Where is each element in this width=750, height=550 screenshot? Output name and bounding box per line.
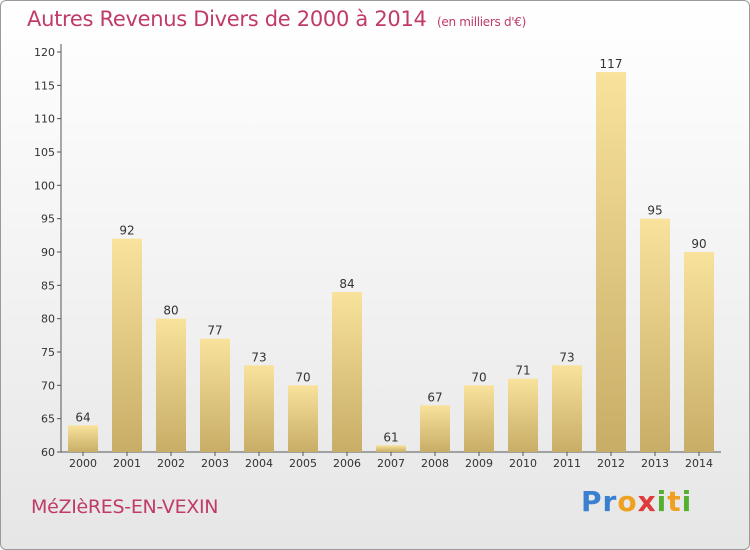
bar-2008 <box>420 405 450 452</box>
x-tick-label-2005: 2005 <box>289 457 317 470</box>
value-label-2002: 80 <box>163 304 178 318</box>
x-tick-label-2009: 2009 <box>465 457 493 470</box>
logo-letter-6: i <box>681 485 693 518</box>
bar-2009 <box>464 385 494 452</box>
y-tick-label-85: 85 <box>41 279 55 292</box>
value-label-2005: 70 <box>295 370 310 384</box>
logo-letter-0: P <box>581 485 603 518</box>
bar-2010 <box>508 378 538 452</box>
x-tick-label-2004: 2004 <box>245 457 273 470</box>
x-tick-label-2010: 2010 <box>509 457 537 470</box>
bar-2004 <box>244 365 274 452</box>
y-tick-label-120: 120 <box>34 46 55 59</box>
y-tick-label-115: 115 <box>34 79 55 92</box>
bar-2007 <box>376 445 406 452</box>
bar-2012 <box>596 72 626 452</box>
y-tick-label-60: 60 <box>41 446 55 459</box>
bar-2000 <box>68 425 98 452</box>
x-tick-label-2001: 2001 <box>113 457 141 470</box>
logo-letter-4: i <box>656 485 668 518</box>
value-label-2004: 73 <box>251 350 266 364</box>
value-label-2000: 64 <box>75 410 90 424</box>
logo-letter-5: t <box>667 485 682 518</box>
y-tick-label-105: 105 <box>34 146 55 159</box>
x-tick-label-2007: 2007 <box>377 457 405 470</box>
logo-letter-3: x <box>637 485 657 518</box>
bar-2002 <box>156 318 186 452</box>
bar-2011 <box>552 365 582 452</box>
value-label-2012: 117 <box>600 57 623 71</box>
value-label-2007: 61 <box>383 430 398 444</box>
x-tick-label-2006: 2006 <box>333 457 361 470</box>
x-tick-label-2014: 2014 <box>685 457 713 470</box>
value-label-2014: 90 <box>691 237 706 251</box>
chart-subtitle: (en milliers d'€) <box>437 15 527 29</box>
y-tick-label-80: 80 <box>41 313 55 326</box>
y-tick-label-95: 95 <box>41 213 55 226</box>
value-label-2008: 67 <box>427 390 442 404</box>
bar-2014 <box>684 252 714 452</box>
logo-letter-1: r <box>602 485 618 518</box>
proxiti-logo: Proxiti <box>581 485 692 518</box>
logo-letter-2: o <box>617 485 638 518</box>
value-label-2013: 95 <box>647 204 662 218</box>
bar-2013 <box>640 218 670 452</box>
value-label-2009: 70 <box>471 370 486 384</box>
location-name: MéZIèRES-EN-VEXIN <box>31 496 219 518</box>
value-label-2011: 73 <box>559 350 574 364</box>
y-tick-label-65: 65 <box>41 413 55 426</box>
y-tick-label-75: 75 <box>41 346 55 359</box>
x-tick-label-2011: 2011 <box>553 457 581 470</box>
value-label-2001: 92 <box>119 224 134 238</box>
bar-2005 <box>288 385 318 452</box>
value-label-2006: 84 <box>339 277 354 291</box>
chart-title-text: Autres Revenus Divers de 2000 à 2014 <box>27 7 427 31</box>
x-tick-label-2012: 2012 <box>597 457 625 470</box>
x-tick-label-2008: 2008 <box>421 457 449 470</box>
y-tick-label-90: 90 <box>41 246 55 259</box>
bar-2003 <box>200 338 230 452</box>
y-tick-label-100: 100 <box>34 179 55 192</box>
x-tick-label-2002: 2002 <box>157 457 185 470</box>
x-tick-label-2003: 2003 <box>201 457 229 470</box>
bar-2006 <box>332 292 362 452</box>
bar-2001 <box>112 238 142 452</box>
y-tick-label-70: 70 <box>41 379 55 392</box>
y-tick-label-110: 110 <box>34 113 55 126</box>
x-tick-label-2013: 2013 <box>641 457 669 470</box>
chart-title: Autres Revenus Divers de 2000 à 2014 (en… <box>27 7 526 31</box>
x-tick-label-2000: 2000 <box>69 457 97 470</box>
value-label-2003: 77 <box>207 324 222 338</box>
value-label-2010: 71 <box>515 364 530 378</box>
